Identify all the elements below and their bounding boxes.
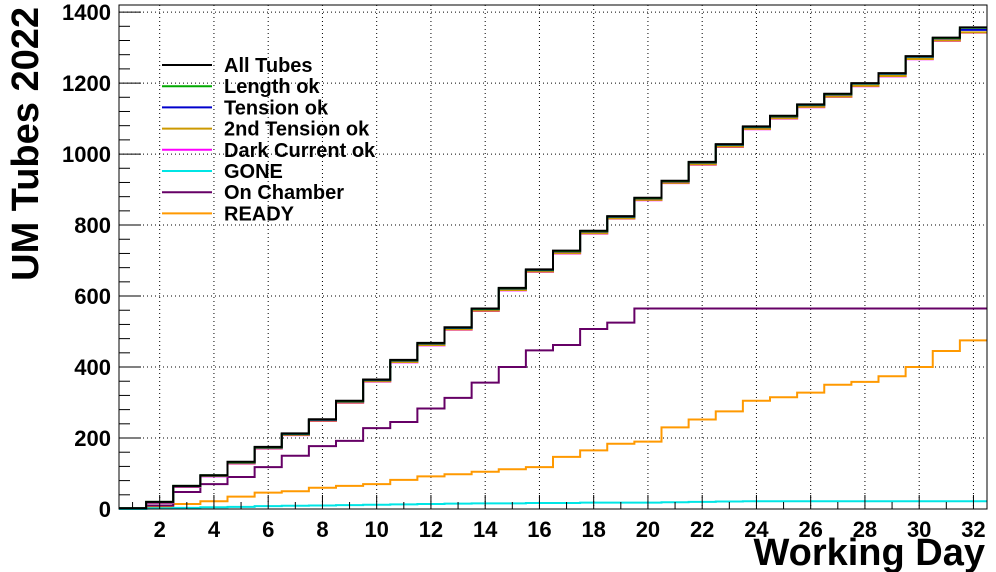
x-tick-label: 30 — [907, 517, 931, 542]
x-tick-label: 18 — [581, 517, 605, 542]
y-tick-label: 1000 — [62, 142, 111, 167]
series-line-all-tubes — [119, 26, 987, 510]
legend-entry: Length ok — [162, 76, 320, 98]
y-tick-label: 200 — [74, 426, 111, 451]
legend-label: On Chamber — [224, 182, 344, 204]
x-tick-label: 2 — [154, 517, 166, 542]
y-tick-label: 600 — [74, 284, 111, 309]
x-tick-label: 26 — [798, 517, 822, 542]
x-tick-label: 6 — [262, 517, 274, 542]
series-line-on-chamber — [119, 307, 987, 510]
legend-label: Dark Current ok — [224, 140, 376, 162]
y-tick-label: 0 — [99, 497, 111, 522]
plot-frame — [118, 4, 988, 510]
x-tick-label: 22 — [690, 517, 714, 542]
series-line-ready — [119, 339, 987, 510]
x-tick-label: 12 — [419, 517, 443, 542]
x-tick-label: 16 — [527, 517, 551, 542]
series-layer — [119, 26, 987, 510]
legend-label: GONE — [224, 161, 283, 183]
legend-entry: Tension ok — [162, 97, 329, 119]
legend-label: Length ok — [224, 76, 320, 98]
legend-entry: On Chamber — [162, 182, 344, 204]
legend-label: READY — [224, 203, 295, 225]
legend-entry: GONE — [162, 161, 283, 183]
axis-ticks — [119, 11, 974, 510]
legend-label: Tension ok — [224, 97, 329, 119]
x-axis-title: Working Day — [753, 532, 985, 572]
x-tick-label: 20 — [636, 517, 660, 542]
gridlines — [119, 5, 987, 509]
x-tick-labels: 2 4 6 8 10 12 14 16 18 20 22 24 26 28 30 32 — [154, 517, 986, 542]
legend-label: All Tubes — [224, 55, 313, 77]
x-tick-label: 32 — [961, 517, 985, 542]
y-axis-title: UM Tubes 2022 — [5, 7, 47, 281]
y-tick-label: 1200 — [62, 71, 111, 96]
legend-label: 2nd Tension ok — [224, 119, 370, 141]
legend-entry: 2nd Tension ok — [162, 119, 370, 141]
y-tick-label: 800 — [74, 213, 111, 238]
x-tick-label: 4 — [208, 517, 221, 542]
x-tick-label: 24 — [744, 517, 769, 542]
y-tick-labels: 0 200 400 600 800 1000 1200 1400 — [62, 0, 111, 522]
x-tick-label: 10 — [364, 517, 388, 542]
legend-entry: All Tubes — [162, 55, 313, 77]
y-tick-label: 1400 — [62, 0, 111, 25]
x-tick-label: 14 — [473, 517, 498, 542]
legend-entry: Dark Current ok — [162, 140, 376, 162]
x-tick-label: 28 — [853, 517, 877, 542]
series-line-gone — [119, 500, 987, 510]
x-tick-label: 8 — [316, 517, 328, 542]
legend-entry: READY — [162, 203, 295, 225]
y-tick-label: 400 — [74, 355, 111, 380]
